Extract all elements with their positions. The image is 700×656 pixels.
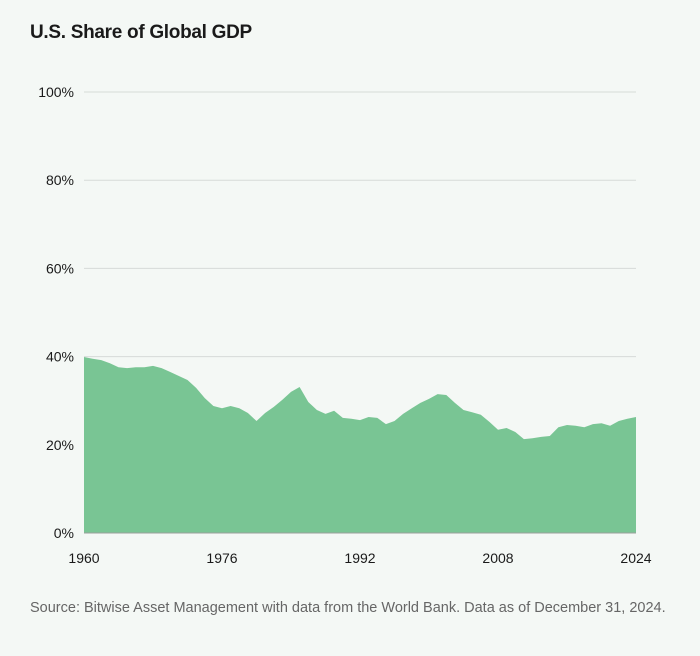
x-tick-label: 1976 (206, 550, 237, 566)
x-tick-label: 2024 (620, 550, 651, 566)
y-tick-label: 0% (54, 525, 74, 541)
area-series (84, 357, 636, 533)
x-tick-label: 2008 (482, 550, 513, 566)
y-tick-label: 100% (38, 84, 74, 100)
y-tick-label: 80% (46, 172, 74, 188)
x-tick-label: 1992 (344, 550, 375, 566)
y-tick-label: 20% (46, 437, 74, 453)
y-tick-label: 40% (46, 349, 74, 365)
area-chart: 0% 20% 40% 60% 80% 100% 1960 1976 1992 2008 2024 (38, 84, 652, 566)
y-tick-label: 60% (46, 260, 74, 276)
source-note: Source: Bitwise Asset Management with da… (30, 600, 666, 616)
x-tick-label: 1960 (68, 550, 99, 566)
chart-title: U.S. Share of Global GDP (30, 22, 252, 43)
